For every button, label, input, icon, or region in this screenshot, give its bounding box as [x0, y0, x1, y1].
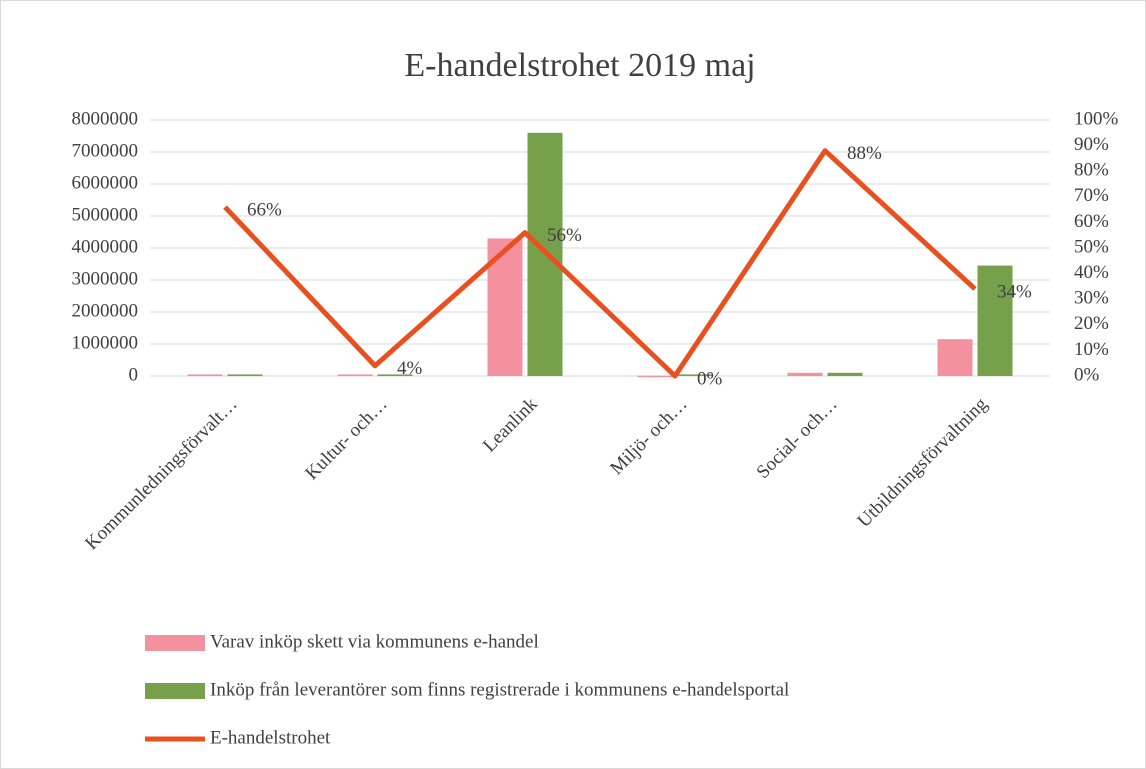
- y-tick-label: 7000000: [72, 140, 139, 161]
- y-tick-label: 0: [129, 364, 139, 385]
- data-label: 4%: [397, 358, 423, 379]
- bar: [977, 265, 1013, 376]
- bar: [227, 374, 263, 376]
- y-tick-label: 4000000: [72, 236, 139, 257]
- bar: [937, 339, 973, 376]
- y2-tick-label: 50%: [1074, 236, 1109, 257]
- bar: [637, 375, 673, 378]
- legend-swatch: [145, 683, 205, 699]
- bar: [787, 372, 823, 376]
- data-label: 88%: [847, 143, 882, 164]
- y-tick-label: 6000000: [72, 172, 139, 193]
- y2-tick-label: 0%: [1074, 364, 1100, 385]
- y2-tick-label: 90%: [1074, 134, 1109, 155]
- bar: [827, 372, 863, 376]
- y2-tick-label: 40%: [1074, 262, 1109, 283]
- y-tick-label: 1000000: [72, 332, 139, 353]
- bar: [377, 374, 413, 376]
- y2-tick-label: 80%: [1074, 160, 1109, 181]
- data-label: 0%: [697, 368, 723, 389]
- bar: [677, 374, 713, 376]
- y2-tick-label: 70%: [1074, 185, 1109, 206]
- data-label: 66%: [247, 199, 282, 220]
- line-series: [223, 148, 977, 379]
- y-tick-label: 2000000: [72, 300, 139, 321]
- legend-swatch: [145, 635, 205, 651]
- y2-tick-label: 20%: [1074, 313, 1109, 334]
- legend-label: Inköp från leverantörer som finns regist…: [210, 679, 789, 700]
- bar: [337, 374, 373, 376]
- data-label: 56%: [547, 225, 582, 246]
- legend-label: E-handelstrohet: [210, 727, 331, 748]
- chart-title: E-handelstrohet 2019 maj: [404, 47, 755, 84]
- y-tick-label: 8000000: [72, 108, 139, 129]
- y-tick-label: 5000000: [72, 204, 139, 225]
- legend-label: Varav inköp skett via kommunens e-handel: [210, 631, 539, 652]
- data-label: 34%: [997, 281, 1032, 302]
- y2-tick-label: 10%: [1074, 339, 1109, 360]
- y2-tick-label: 100%: [1074, 108, 1119, 129]
- bar: [187, 374, 223, 376]
- y-tick-label: 3000000: [72, 268, 139, 289]
- y2-tick-label: 30%: [1074, 288, 1109, 309]
- y2-tick-label: 60%: [1074, 211, 1109, 232]
